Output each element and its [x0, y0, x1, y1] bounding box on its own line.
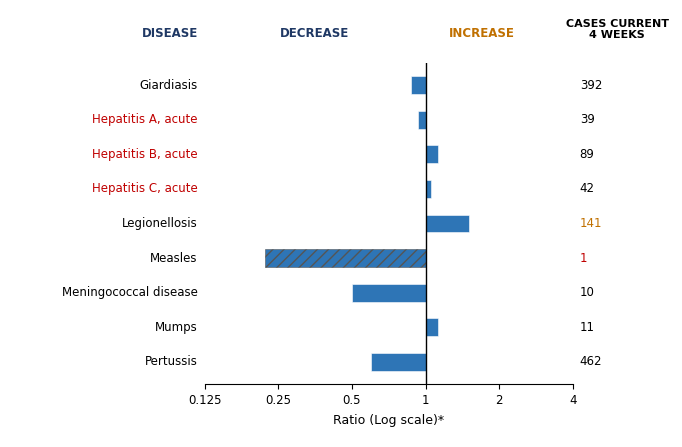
Bar [426, 145, 438, 163]
Text: Pertussis: Pertussis [145, 355, 198, 368]
Text: Hepatitis C, acute: Hepatitis C, acute [92, 182, 198, 195]
Text: 392: 392 [580, 79, 602, 92]
Bar [352, 284, 426, 302]
Text: Measles: Measles [150, 252, 198, 265]
Text: 42: 42 [580, 182, 595, 195]
Text: 462: 462 [580, 355, 602, 368]
Bar [426, 318, 438, 336]
Text: 1: 1 [580, 252, 587, 265]
Bar [426, 180, 431, 198]
Text: 141: 141 [580, 217, 602, 230]
Bar [371, 353, 426, 371]
Text: INCREASE: INCREASE [449, 27, 515, 40]
Text: 4 WEEKS: 4 WEEKS [589, 30, 645, 40]
Bar [418, 111, 426, 129]
Text: 89: 89 [580, 148, 595, 161]
Text: CASES CURRENT: CASES CURRENT [565, 19, 669, 29]
Text: 39: 39 [580, 113, 595, 126]
Bar [265, 249, 426, 267]
Text: Hepatitis A, acute: Hepatitis A, acute [92, 113, 198, 126]
Bar [411, 76, 426, 94]
Text: Meningococcal disease: Meningococcal disease [62, 286, 198, 299]
Text: 10: 10 [580, 286, 595, 299]
Text: 11: 11 [580, 321, 595, 334]
X-axis label: Ratio (Log scale)*: Ratio (Log scale)* [333, 414, 444, 427]
Text: DECREASE: DECREASE [280, 27, 349, 40]
Text: Legionellosis: Legionellosis [122, 217, 198, 230]
Text: DISEASE: DISEASE [142, 27, 198, 40]
Text: Giardiasis: Giardiasis [140, 79, 198, 92]
Text: Hepatitis B, acute: Hepatitis B, acute [92, 148, 198, 161]
Text: Mumps: Mumps [155, 321, 198, 334]
Bar [426, 215, 469, 232]
